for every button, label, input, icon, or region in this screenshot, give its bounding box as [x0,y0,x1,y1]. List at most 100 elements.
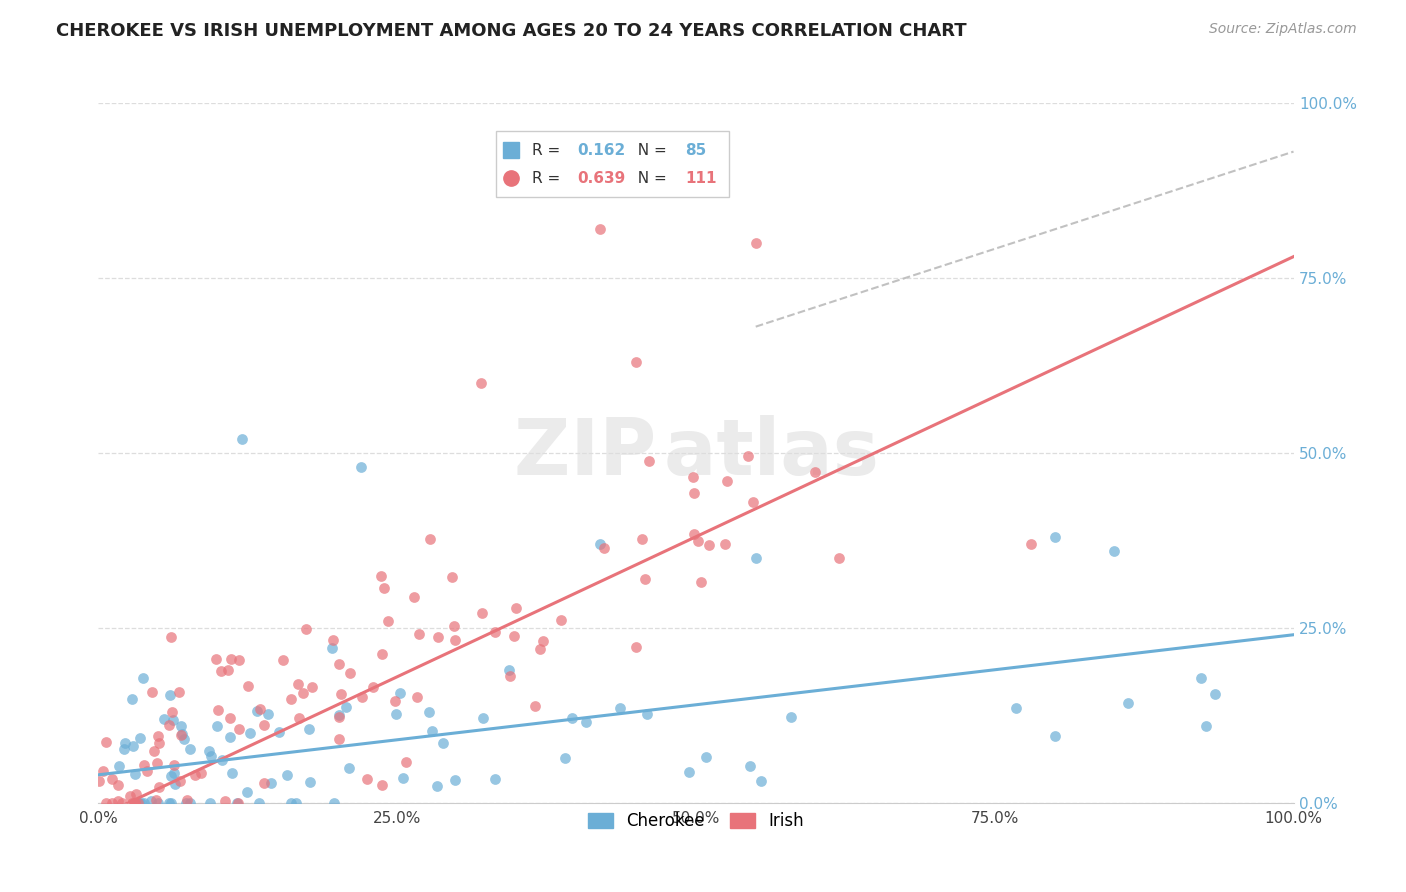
Point [146,730,169,744]
Point [716,475,738,489]
Point [828,550,851,565]
Point [132,757,155,772]
Text: ZIP atlas: ZIP atlas [513,415,879,491]
Point [472,711,495,725]
Point [238,679,260,693]
Point [256,706,278,721]
Point [141,684,163,698]
Point [129,731,152,746]
Point [321,640,343,655]
FancyBboxPatch shape [496,130,730,197]
Point [690,574,713,589]
Point [107,794,129,808]
Point [361,681,384,695]
Point [221,766,243,780]
Point [683,526,706,541]
Point [502,629,524,643]
Point [219,711,242,725]
Point [122,796,145,810]
Point [779,710,801,724]
Point [575,714,598,729]
Point [745,550,768,565]
Point [682,470,704,484]
Point [370,647,392,661]
Point [285,796,308,810]
Point [225,796,247,810]
Point [443,618,465,632]
Point [626,354,648,368]
Point [228,652,250,666]
Point [323,796,346,810]
Point [505,601,527,615]
Point [631,532,654,546]
Point [1043,530,1066,544]
Point [626,640,648,654]
Point [152,712,174,726]
Point [200,748,222,763]
Point [335,700,357,714]
Point [1104,543,1126,558]
Point [738,758,761,772]
Point [742,495,765,509]
Point [276,768,298,782]
Point [157,796,180,810]
Point [561,711,583,725]
Point [198,744,221,758]
Point [176,793,198,807]
Point [444,633,467,648]
Text: R =: R = [533,170,565,186]
Point [184,768,207,782]
Point [297,722,319,736]
Text: 85: 85 [685,143,706,158]
Point [249,702,271,716]
Point [471,606,494,620]
Point [737,449,759,463]
Point [163,766,186,780]
Point [1019,537,1042,551]
Text: 0.639: 0.639 [578,170,626,186]
Point [392,771,415,785]
Point [148,736,170,750]
Point [141,794,163,808]
Point [294,622,316,636]
Point [638,454,661,468]
Text: 0.162: 0.162 [578,143,626,158]
Point [124,796,146,810]
Point [160,631,183,645]
Point [589,537,612,551]
Point [298,775,321,789]
Point [356,772,378,787]
Point [550,613,572,627]
Point [118,789,141,804]
Point [179,796,201,810]
Point [209,664,232,678]
Point [389,686,412,700]
Point [408,626,430,640]
Text: N =: N = [628,143,672,158]
Point [589,221,612,235]
Point [271,653,294,667]
Point [322,633,344,648]
Point [253,718,276,732]
Point [370,568,392,582]
Point [678,765,700,780]
Point [288,711,311,725]
Point [634,572,657,586]
Point [148,780,170,794]
Point [228,722,250,736]
Point [686,534,709,549]
Point [146,756,169,770]
Point [143,744,166,758]
Point [385,707,408,722]
Point [174,796,197,810]
Point [112,741,135,756]
Point [370,778,392,792]
Point [124,767,146,781]
Point [125,787,148,801]
Point [114,736,136,750]
Point [373,581,395,595]
Point [714,536,737,550]
Point [173,731,195,746]
Point [170,727,193,741]
Point [328,657,350,671]
